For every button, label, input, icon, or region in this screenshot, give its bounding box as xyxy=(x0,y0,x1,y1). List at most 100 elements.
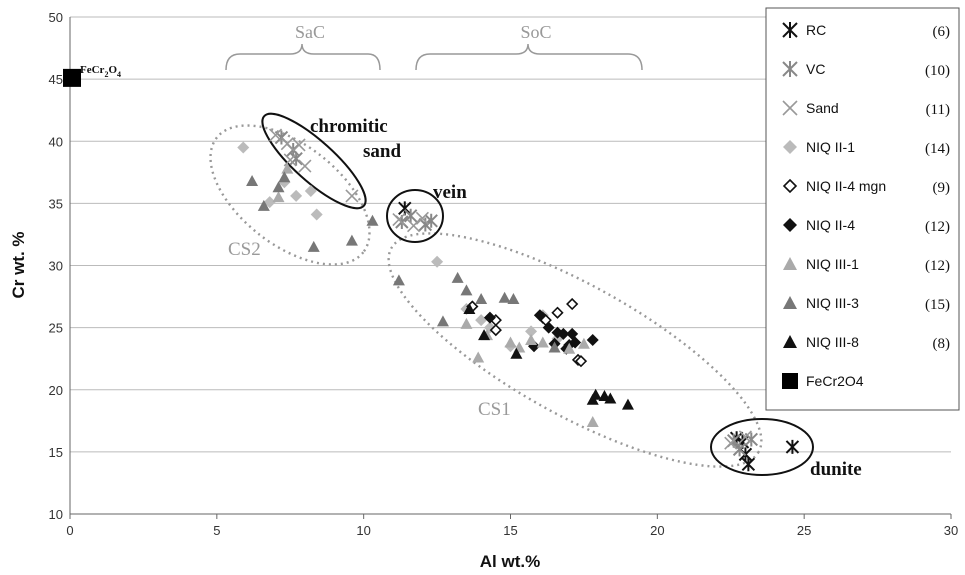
point-niq-iii-1 xyxy=(536,336,549,348)
point-sand xyxy=(345,189,359,203)
point-niq-iii-3 xyxy=(366,214,379,226)
point-sand xyxy=(298,159,312,173)
point-niq-iii-1 xyxy=(586,416,599,428)
sac-bracket xyxy=(225,43,381,71)
point-niq-iii-3 xyxy=(451,271,464,283)
y-tick-label: 15 xyxy=(49,445,63,460)
x-tick-labels: 0 5 10 15 20 25 30 xyxy=(66,514,958,538)
point-niq-ii-1 xyxy=(237,141,250,154)
point-niq-iii-1 xyxy=(504,336,517,348)
legend-entry-niq-ii-1: NIQ II-1 (14) xyxy=(783,139,950,157)
legend-count: (11) xyxy=(926,102,950,118)
point-niq-iii-8 xyxy=(510,347,523,359)
point-niq-iii-3 xyxy=(548,341,561,353)
point-niq-iii-3 xyxy=(507,293,520,305)
point-rc xyxy=(741,457,756,472)
point-niq-iii-1 xyxy=(472,351,485,363)
point-niq-iii-3 xyxy=(257,199,270,211)
point-niq-iii-3 xyxy=(460,284,473,296)
point-sand xyxy=(415,211,429,225)
legend-label: NIQ II-4 mgn xyxy=(806,178,886,194)
cs2-label: CS2 xyxy=(228,239,261,260)
dunite-label: dunite xyxy=(810,459,862,480)
y-tick-label: 25 xyxy=(49,321,63,336)
series-sand xyxy=(269,128,752,450)
point-niq-ii-4-mgn xyxy=(489,323,502,337)
legend-count: (6) xyxy=(933,24,951,40)
point-niq-iii-3 xyxy=(436,315,449,327)
series-vc xyxy=(274,130,759,457)
point-niq-iii-1 xyxy=(525,334,538,346)
y-tick-labels: 10 15 20 25 30 35 40 45 50 xyxy=(49,10,63,522)
point-niq-ii-1 xyxy=(290,189,303,202)
x-tick-label: 10 xyxy=(356,523,370,538)
point-niq-ii-4-mgn xyxy=(566,297,579,311)
point-niq-iii-3 xyxy=(345,234,358,246)
y-tick-label: 40 xyxy=(49,134,63,149)
point-sand xyxy=(392,212,406,227)
point-niq-ii-1 xyxy=(431,255,444,268)
y-tick-label: 20 xyxy=(49,383,63,398)
point-sand xyxy=(269,128,283,142)
point-niq-iii-1 xyxy=(563,342,576,354)
x-tick-label: 0 xyxy=(66,523,73,538)
dunite-ellipse xyxy=(710,418,814,476)
legend-label: FeCr2O4 xyxy=(806,373,864,389)
x-tick-label: 20 xyxy=(650,523,664,538)
point-vc xyxy=(403,208,418,223)
x-axis-title: Al wt.% xyxy=(480,552,540,571)
legend-count: (12) xyxy=(925,258,950,274)
y-axis-title: Cr wt. % xyxy=(9,231,28,298)
legend-label: RC xyxy=(806,22,826,38)
legend-count: (15) xyxy=(925,297,950,313)
point-niq-iii-8 xyxy=(478,329,491,341)
legend-label: NIQ III-1 xyxy=(806,256,859,272)
point-niq-ii-4-mgn xyxy=(574,355,588,368)
legend-entry-fecr2o4: FeCr2O4 xyxy=(782,373,864,389)
point-niq-ii-1 xyxy=(310,208,323,221)
point-niq-iii-8 xyxy=(463,302,476,314)
chromitic-label: chromitic xyxy=(310,116,388,137)
point-niq-iii-3 xyxy=(475,293,488,305)
legend-marker-rc xyxy=(782,22,798,38)
legend-label: NIQ II-1 xyxy=(806,139,855,155)
point-sand xyxy=(407,219,421,233)
fecr2o4-annotation: FeCr2O4 xyxy=(80,64,121,79)
point-rc xyxy=(398,201,412,216)
point-niq-iii-1 xyxy=(460,317,473,329)
point-niq-ii-4 xyxy=(557,327,570,340)
legend-entry-niq-ii-4-mgn: NIQ II-4 mgn (9) xyxy=(782,178,950,196)
point-niq-ii-1 xyxy=(525,325,538,338)
legend-marker-niq-iii-8 xyxy=(783,335,797,348)
point-niq-ii-4 xyxy=(533,309,546,322)
series-niq-iii-8 xyxy=(463,302,634,410)
point-niq-ii-4-mgn xyxy=(551,306,564,319)
point-niq-ii-1 xyxy=(304,184,317,197)
chromitic-sand-ellipse xyxy=(261,112,367,210)
legend-marker-niq-iii-1 xyxy=(783,257,797,270)
legend-marker-niq-ii-4 xyxy=(783,218,797,232)
point-niq-iii-3 xyxy=(498,291,511,303)
legend-entry-rc: RC (6) xyxy=(782,22,951,40)
y-tick-label: 45 xyxy=(49,72,63,87)
point-niq-iii-1 xyxy=(577,337,590,349)
sand-label: sand xyxy=(363,141,401,162)
point-vc xyxy=(424,213,438,228)
legend-marker-fecr2o4 xyxy=(782,373,798,389)
point-sand xyxy=(283,153,297,167)
x-tick-label: 5 xyxy=(213,523,220,538)
legend-marker-niq-ii-4-mgn xyxy=(782,178,798,194)
vein-ellipse xyxy=(386,189,444,243)
point-sand xyxy=(280,137,294,151)
point-vc xyxy=(732,442,747,457)
point-sand xyxy=(292,138,306,152)
gridlines xyxy=(70,16,951,515)
legend-entry-sand: Sand (11) xyxy=(782,100,950,118)
legend-marker-vc xyxy=(782,61,798,77)
series-niq-iii-1 xyxy=(272,162,599,428)
legend-count: (12) xyxy=(925,219,950,235)
legend-count: (10) xyxy=(925,63,950,79)
legend-label: Sand xyxy=(806,100,839,116)
x-tick-label: 25 xyxy=(797,523,811,538)
